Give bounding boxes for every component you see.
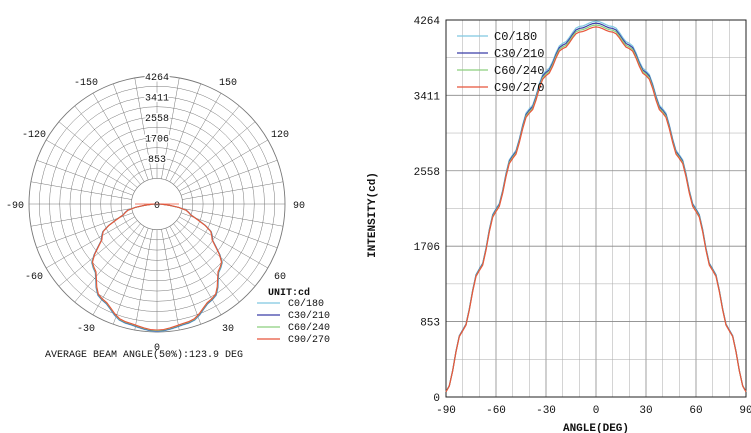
polar-angle-label: 0	[154, 343, 160, 354]
polar-spoke	[36, 159, 134, 196]
line-series-C90-270	[445, 26, 747, 393]
y-tick-label: 853	[420, 318, 440, 330]
line-legend-label: C90/270	[494, 81, 544, 95]
polar-spoke	[134, 77, 153, 179]
polar-spoke	[179, 139, 268, 192]
polar-angle-label: -30	[77, 324, 95, 335]
polar-spoke	[30, 181, 132, 200]
polar-unit-label: UNIT:cd	[268, 287, 310, 299]
x-tick-label: -60	[486, 405, 506, 417]
polar-radial-tick: 1706	[145, 134, 169, 145]
polar-spoke	[46, 139, 135, 192]
polar-spoke	[161, 77, 180, 179]
polar-labels: 853 1706 2558 3411 4264 0 30 60 90 120 150 -150 -120…	[6, 72, 305, 355]
y-axis-label: INTENSITY(cd)	[367, 172, 379, 258]
polar-spoke	[176, 220, 256, 287]
polar-spoke	[173, 105, 240, 185]
polar-spoke	[165, 83, 202, 181]
line-frame	[445, 19, 747, 398]
polar-angle-label: 90	[293, 201, 305, 212]
x-tick-label: 60	[689, 405, 702, 417]
polar-spoke	[180, 159, 278, 196]
polar-curves	[91, 203, 223, 333]
polar-spoke	[179, 216, 268, 269]
line-legend-label: C30/210	[494, 47, 544, 61]
line-chart: -90 -60 -30 0 30 60 90 0 853 1706 2558 3411 4264 C0/…	[367, 16, 751, 433]
polar-footer: AVERAGE BEAM ANGLE(50%):123.9 DEG	[45, 349, 243, 361]
line-legend-label: C0/180	[494, 30, 537, 44]
polar-spoke	[161, 229, 180, 331]
polar-spoke	[58, 220, 138, 287]
polar-spoke	[58, 121, 138, 188]
polar-spoke	[176, 121, 256, 188]
line-legend-label: C60/240	[494, 64, 544, 78]
polar-angle-label: 120	[271, 130, 289, 141]
polar-radial-tick: 2558	[145, 114, 169, 125]
polar-angle-label: -150	[74, 78, 98, 89]
polar-chart: 853 1706 2558 3411 4264 0 30 60 90 120 150 -150 -120…	[6, 72, 330, 362]
polar-series-C90-270	[91, 203, 223, 331]
polar-spoke	[30, 208, 132, 227]
polar-angle-label: 60	[274, 272, 286, 283]
polar-radial-tick: 853	[148, 155, 166, 166]
polar-angle-label: 150	[219, 78, 237, 89]
y-tick-label: 0	[433, 393, 440, 405]
polar-grid	[28, 75, 286, 333]
x-tick-label: -30	[536, 405, 556, 417]
line-tick-labels: -90 -60 -30 0 30 60 90 0 853 1706 2558 3411 4264	[414, 16, 751, 417]
x-tick-label: 90	[739, 405, 751, 417]
polar-legend-label: C0/180	[288, 298, 324, 310]
polar-spoke	[169, 93, 222, 182]
x-axis-label: ANGLE(DEG)	[563, 423, 629, 433]
polar-angle-label: -120	[22, 130, 46, 141]
y-tick-label: 1706	[414, 242, 440, 254]
polar-spoke	[182, 208, 284, 227]
polar-spoke	[112, 83, 149, 181]
line-grid	[445, 19, 747, 398]
polar-angle-label: -90	[6, 201, 24, 212]
polar-legend-label: C30/210	[288, 310, 330, 322]
y-tick-label: 3411	[414, 91, 441, 103]
y-tick-label: 2558	[414, 167, 440, 179]
polar-spoke	[74, 105, 141, 185]
line-curves	[445, 20, 747, 393]
polar-legend-label: C90/270	[288, 334, 330, 346]
polar-legend-label: C60/240	[288, 322, 330, 334]
polar-angle-label: -60	[25, 272, 43, 283]
polar-radial-tick: 4264	[145, 73, 169, 84]
polar-spoke	[112, 227, 149, 325]
polar-spoke	[92, 93, 145, 182]
line-legend: C0/180 C30/210 C60/240 C90/270	[457, 30, 544, 95]
x-tick-label: 0	[593, 405, 600, 417]
x-tick-label: -90	[436, 405, 456, 417]
polar-spoke	[165, 227, 202, 325]
polar-angle-label: 30	[222, 324, 234, 335]
polar-spoke	[74, 223, 141, 303]
polar-spoke	[134, 229, 153, 331]
polar-center-label: 0	[154, 201, 160, 212]
polar-spoke	[182, 181, 284, 200]
polar-radial-tick: 3411	[145, 93, 169, 104]
y-tick-label: 4264	[414, 16, 441, 28]
polar-spoke	[46, 216, 135, 269]
x-tick-label: 30	[639, 405, 652, 417]
polar-spoke	[173, 223, 240, 303]
